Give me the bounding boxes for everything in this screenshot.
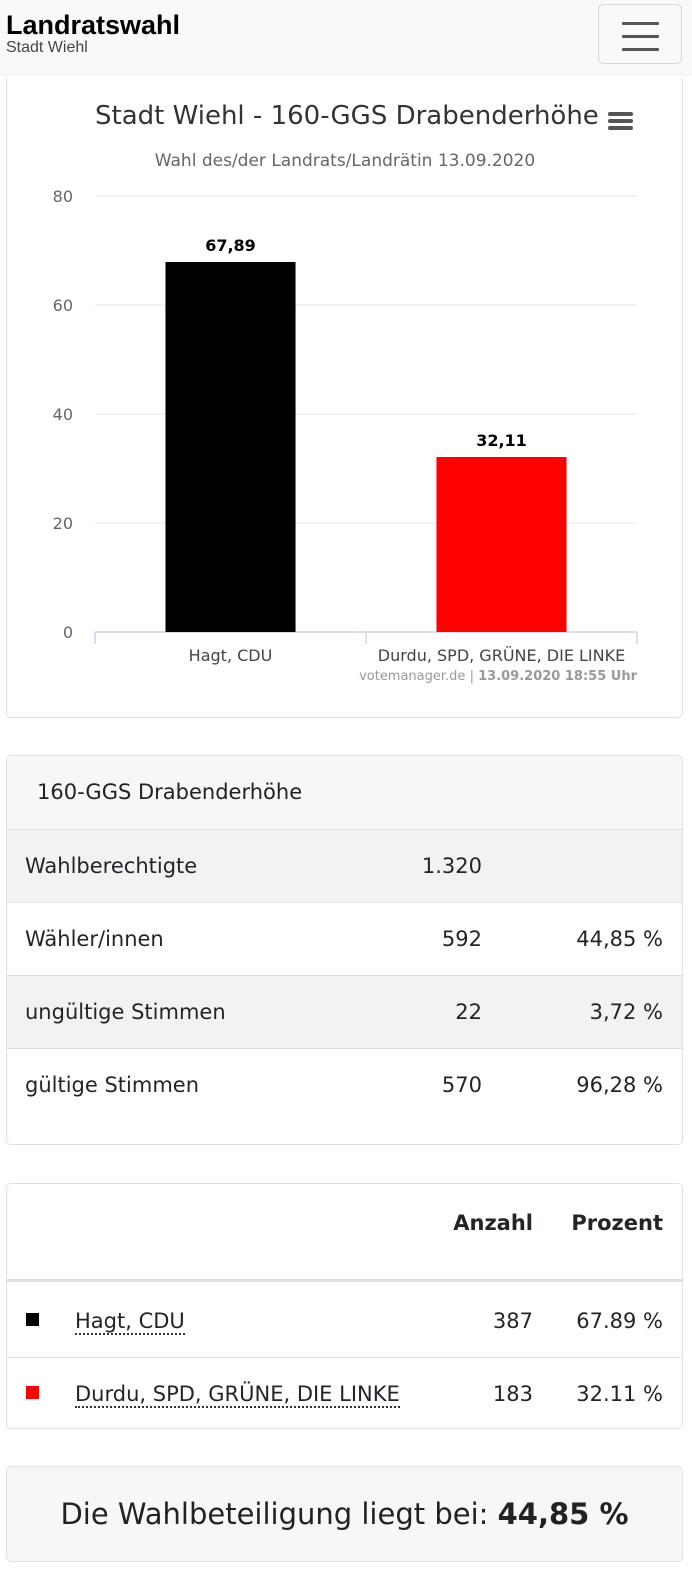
- chart-credits: votemanager.de | 13.09.2020 18:55 Uhr: [359, 669, 638, 684]
- stat-row-eligible: Wahlberechtigte 1.320: [7, 830, 682, 903]
- results-card: Anzahl Prozent Hagt, CDU 387 67.89 % Dur…: [6, 1183, 683, 1429]
- brand-title[interactable]: Landratswahl: [6, 10, 181, 40]
- stat-row-valid: gültige Stimmen 570 96,28 %: [7, 1049, 682, 1122]
- stat-row-voters: Wähler/innen 592 44,85 %: [7, 903, 682, 976]
- y-tick-label: 80: [53, 187, 73, 206]
- hamburger-icon-bar: [608, 112, 633, 116]
- candidate-count: 387: [492, 1309, 533, 1333]
- stat-label: ungültige Stimmen: [25, 1000, 226, 1024]
- header-count: Anzahl: [453, 1211, 533, 1235]
- legend-swatch: [26, 1386, 39, 1399]
- stat-count: 1.320: [421, 854, 482, 878]
- chart-title: Stadt Wiehl - 160-GGS Drabenderhöhe: [95, 101, 599, 131]
- data-label: 32,11: [476, 431, 527, 450]
- bar: [165, 261, 296, 632]
- candidate-count: 183: [492, 1382, 533, 1406]
- navbar: Landratswahl Stadt Wiehl: [0, 0, 692, 76]
- credit-separator: |: [465, 669, 478, 684]
- x-tick-label: Durdu, SPD, GRÜNE, DIE LINKE: [378, 646, 625, 665]
- chart-menu-icon[interactable]: [608, 112, 633, 130]
- hamburger-icon-bar: [622, 35, 659, 38]
- legend-swatch: [26, 1313, 39, 1326]
- header-percent: Prozent: [571, 1211, 663, 1235]
- result-row: Durdu, SPD, GRÜNE, DIE LINKE 183 32.11 %: [7, 1358, 682, 1428]
- stat-count: 22: [455, 1000, 482, 1024]
- chart-card: Stadt Wiehl - 160-GGS Drabenderhöhe Wahl …: [6, 78, 683, 718]
- stat-label: Wahlberechtigte: [25, 854, 198, 878]
- bar: [436, 457, 567, 632]
- stat-percent: 44,85 %: [576, 927, 663, 951]
- stat-label: gültige Stimmen: [25, 1073, 200, 1097]
- credit-site: votemanager.de: [359, 669, 465, 684]
- candidate-percent: 67.89 %: [576, 1309, 663, 1333]
- candidate-link[interactable]: Hagt, CDU: [75, 1309, 185, 1335]
- y-tick-label: 20: [53, 514, 73, 533]
- stat-label: Wähler/innen: [25, 927, 164, 951]
- statistics-heading: 160-GGS Drabenderhöhe: [37, 780, 303, 804]
- candidate-link[interactable]: Durdu, SPD, GRÜNE, DIE LINKE: [75, 1382, 400, 1408]
- brand-subtitle: Stadt Wiehl: [6, 39, 88, 56]
- hamburger-icon-bar: [608, 119, 633, 123]
- statistics-card: 160-GGS Drabenderhöhe Wahlberechtigte 1.…: [6, 755, 683, 1145]
- stat-row-invalid: ungültige Stimmen 22 3,72 %: [7, 976, 682, 1049]
- x-tick-label: Hagt, CDU: [189, 646, 273, 665]
- y-tick-label: 0: [63, 623, 73, 642]
- stat-count: 592: [441, 927, 482, 951]
- stat-percent: 96,28 %: [576, 1073, 663, 1097]
- result-row: Hagt, CDU 387 67.89 %: [7, 1285, 682, 1358]
- turnout-value: 44,85 %: [497, 1497, 629, 1531]
- chart-subtitle: Wahl des/der Landrats/Landrätin 13.09.20…: [155, 151, 535, 171]
- candidate-percent: 32.11 %: [576, 1382, 663, 1406]
- menu-toggle-button[interactable]: [598, 4, 682, 64]
- credit-time: 13.09.2020 18:55 Uhr: [478, 669, 637, 684]
- turnout-text: Die Wahlbeteiligung liegt bei: 44,85 %: [7, 1497, 682, 1531]
- results-header: Anzahl Prozent: [7, 1184, 682, 1282]
- stat-percent: 3,72 %: [589, 1000, 663, 1024]
- turnout-card: Die Wahlbeteiligung liegt bei: 44,85 %: [6, 1466, 683, 1562]
- stat-count: 570: [441, 1073, 482, 1097]
- data-label: 67,89: [205, 236, 256, 255]
- bar-chart: Stadt Wiehl - 160-GGS Drabenderhöhe Wahl …: [53, 101, 638, 684]
- hamburger-icon-bar: [608, 126, 633, 130]
- hamburger-icon-bar: [622, 48, 659, 51]
- y-tick-label: 40: [53, 405, 73, 424]
- hamburger-icon: [622, 22, 659, 25]
- statistics-header: 160-GGS Drabenderhöhe: [7, 756, 682, 830]
- turnout-label: Die Wahlbeteiligung liegt bei:: [60, 1497, 489, 1531]
- y-tick-label: 60: [53, 296, 73, 315]
